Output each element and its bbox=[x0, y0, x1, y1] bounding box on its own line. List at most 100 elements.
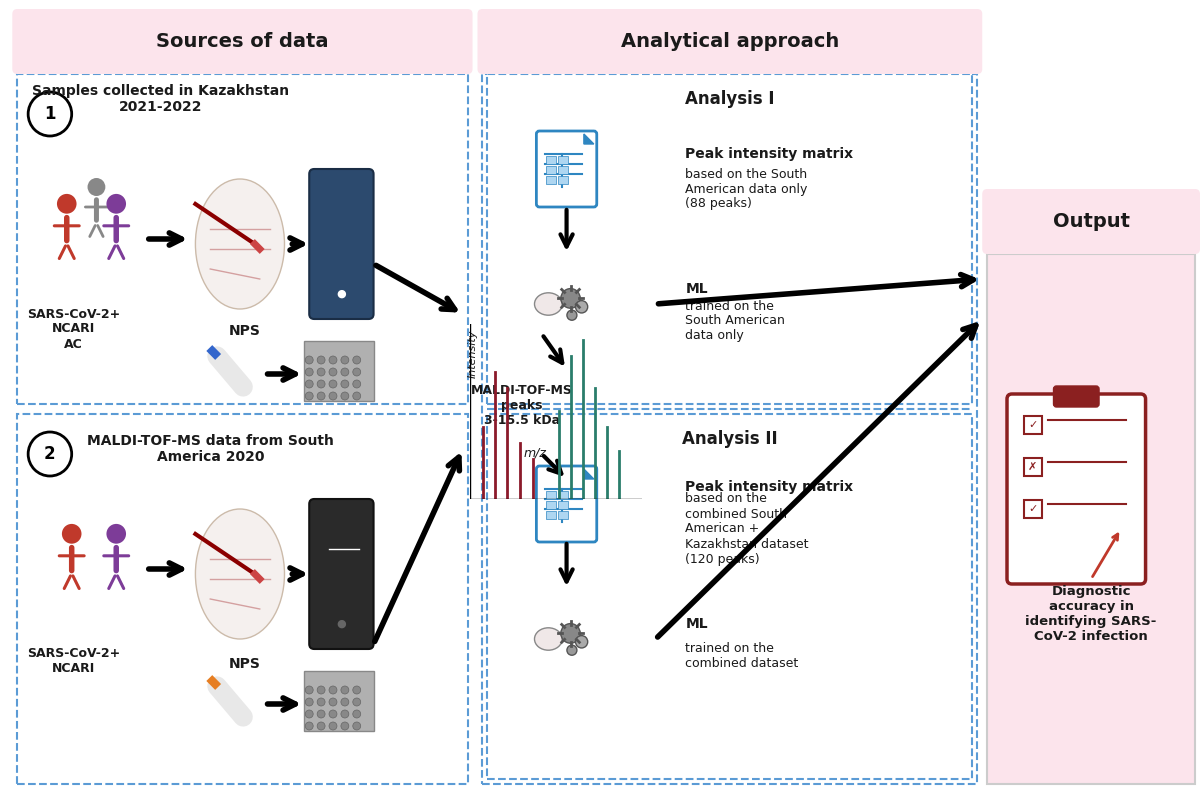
Polygon shape bbox=[584, 134, 594, 144]
Circle shape bbox=[329, 686, 337, 694]
Circle shape bbox=[341, 698, 349, 706]
FancyArrowPatch shape bbox=[73, 576, 79, 589]
Circle shape bbox=[329, 698, 337, 706]
Ellipse shape bbox=[534, 628, 563, 650]
Ellipse shape bbox=[196, 179, 284, 309]
FancyArrowPatch shape bbox=[90, 225, 95, 237]
Circle shape bbox=[341, 380, 349, 388]
Circle shape bbox=[353, 392, 361, 400]
Circle shape bbox=[317, 686, 325, 694]
Circle shape bbox=[329, 710, 337, 718]
FancyBboxPatch shape bbox=[17, 74, 468, 404]
Circle shape bbox=[329, 380, 337, 388]
Circle shape bbox=[305, 356, 313, 364]
Text: Analysis I: Analysis I bbox=[685, 90, 775, 108]
FancyBboxPatch shape bbox=[1054, 386, 1099, 407]
Circle shape bbox=[576, 300, 588, 313]
Circle shape bbox=[353, 698, 361, 706]
FancyBboxPatch shape bbox=[546, 501, 556, 509]
FancyBboxPatch shape bbox=[305, 671, 373, 731]
Text: Peak intensity matrix: Peak intensity matrix bbox=[685, 147, 853, 161]
FancyBboxPatch shape bbox=[546, 511, 556, 519]
Text: based on the South
American data only
(88 peaks): based on the South American data only (8… bbox=[685, 168, 808, 210]
FancyBboxPatch shape bbox=[1024, 458, 1042, 476]
Circle shape bbox=[353, 686, 361, 694]
Text: SARS-CoV-2+
NCARI: SARS-CoV-2+ NCARI bbox=[28, 647, 120, 675]
Circle shape bbox=[305, 698, 313, 706]
FancyBboxPatch shape bbox=[546, 491, 556, 499]
FancyBboxPatch shape bbox=[546, 166, 556, 174]
Text: Output: Output bbox=[1052, 212, 1129, 231]
FancyBboxPatch shape bbox=[1024, 500, 1042, 518]
FancyBboxPatch shape bbox=[536, 131, 596, 207]
FancyBboxPatch shape bbox=[1007, 394, 1146, 584]
FancyArrowPatch shape bbox=[118, 576, 124, 589]
Text: ML: ML bbox=[685, 282, 708, 296]
Circle shape bbox=[341, 686, 349, 694]
Text: ✓: ✓ bbox=[1028, 504, 1038, 514]
FancyBboxPatch shape bbox=[482, 74, 977, 784]
Circle shape bbox=[560, 288, 581, 308]
Circle shape bbox=[305, 710, 313, 718]
Circle shape bbox=[305, 380, 313, 388]
FancyBboxPatch shape bbox=[478, 9, 983, 74]
FancyBboxPatch shape bbox=[17, 414, 468, 784]
FancyBboxPatch shape bbox=[558, 176, 568, 184]
FancyBboxPatch shape bbox=[983, 189, 1200, 254]
Circle shape bbox=[88, 178, 106, 196]
FancyArrowPatch shape bbox=[65, 576, 71, 589]
Text: MALDI-TOF-MS
peaks
3-15.5 kDa: MALDI-TOF-MS peaks 3-15.5 kDa bbox=[472, 384, 572, 427]
Circle shape bbox=[305, 392, 313, 400]
Text: ✓: ✓ bbox=[1028, 420, 1038, 430]
Circle shape bbox=[62, 524, 82, 543]
Text: ●: ● bbox=[336, 289, 346, 299]
Circle shape bbox=[353, 368, 361, 376]
FancyBboxPatch shape bbox=[546, 176, 556, 184]
FancyBboxPatch shape bbox=[558, 491, 568, 499]
Ellipse shape bbox=[196, 509, 284, 639]
Circle shape bbox=[560, 623, 581, 643]
Ellipse shape bbox=[534, 292, 563, 315]
Circle shape bbox=[305, 722, 313, 730]
FancyBboxPatch shape bbox=[546, 156, 556, 164]
FancyBboxPatch shape bbox=[487, 414, 972, 779]
Text: SARS-CoV-2+
NCARI
AC: SARS-CoV-2+ NCARI AC bbox=[28, 308, 120, 351]
FancyBboxPatch shape bbox=[558, 166, 568, 174]
FancyArrowPatch shape bbox=[59, 246, 66, 259]
Circle shape bbox=[576, 636, 588, 648]
Text: Diagnostic
accuracy in
identifying SARS-
CoV-2 infection: Diagnostic accuracy in identifying SARS-… bbox=[1026, 585, 1157, 643]
Circle shape bbox=[353, 710, 361, 718]
Text: MALDI-TOF-MS data from South
America 2020: MALDI-TOF-MS data from South America 202… bbox=[86, 434, 334, 464]
Circle shape bbox=[317, 368, 325, 376]
Text: 1: 1 bbox=[44, 105, 55, 123]
FancyBboxPatch shape bbox=[536, 466, 596, 542]
Text: Analysis II: Analysis II bbox=[682, 430, 778, 448]
Circle shape bbox=[353, 722, 361, 730]
Circle shape bbox=[28, 432, 72, 476]
FancyBboxPatch shape bbox=[310, 169, 373, 319]
Circle shape bbox=[56, 194, 77, 213]
Circle shape bbox=[107, 524, 126, 543]
FancyBboxPatch shape bbox=[305, 341, 373, 401]
Text: Sources of data: Sources of data bbox=[156, 32, 329, 51]
Circle shape bbox=[341, 356, 349, 364]
Text: Samples collected in Kazakhstan
2021-2022: Samples collected in Kazakhstan 2021-202… bbox=[32, 84, 289, 114]
Text: trained on the
combined dataset: trained on the combined dataset bbox=[685, 642, 798, 670]
FancyBboxPatch shape bbox=[310, 499, 373, 649]
Circle shape bbox=[28, 92, 72, 136]
Text: 2: 2 bbox=[44, 445, 55, 463]
FancyBboxPatch shape bbox=[558, 511, 568, 519]
Circle shape bbox=[317, 698, 325, 706]
Text: ●: ● bbox=[336, 619, 346, 629]
Circle shape bbox=[353, 380, 361, 388]
Circle shape bbox=[317, 356, 325, 364]
Circle shape bbox=[341, 392, 349, 400]
Text: m/z: m/z bbox=[523, 447, 546, 460]
FancyBboxPatch shape bbox=[558, 501, 568, 509]
Circle shape bbox=[317, 722, 325, 730]
FancyBboxPatch shape bbox=[558, 156, 568, 164]
Circle shape bbox=[341, 722, 349, 730]
Text: NPS: NPS bbox=[229, 324, 260, 338]
Polygon shape bbox=[584, 469, 594, 479]
Text: Intensity: Intensity bbox=[468, 330, 478, 378]
